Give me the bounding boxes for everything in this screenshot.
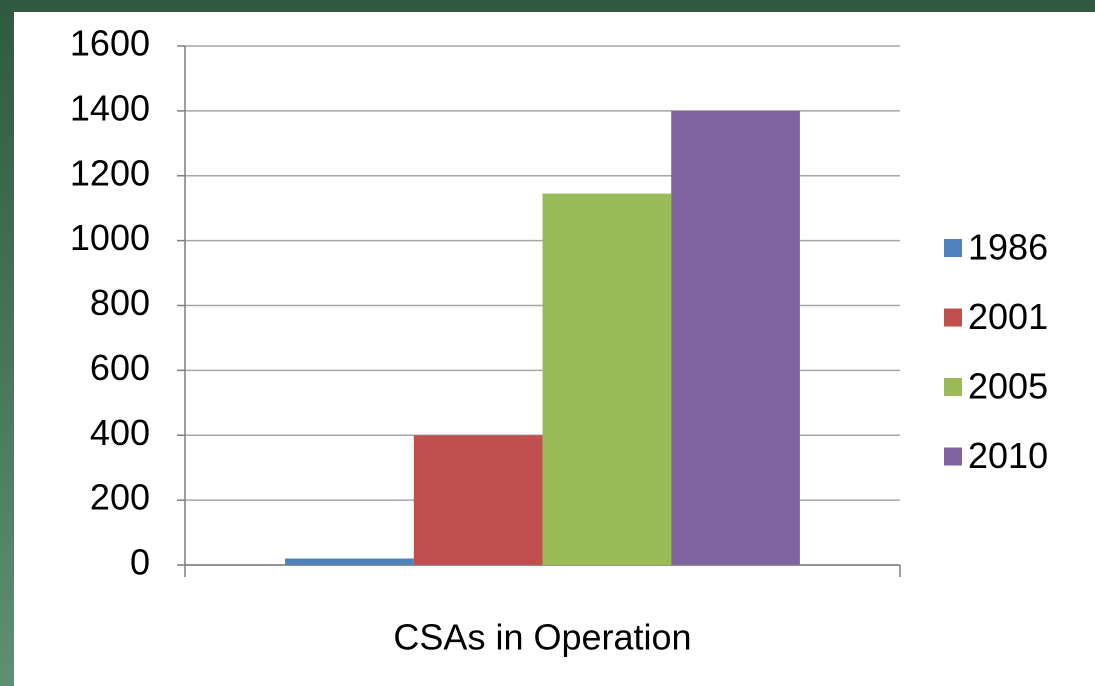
y-tick-label: 1400	[70, 87, 150, 128]
bar	[413, 435, 543, 565]
y-tick-label: 200	[90, 477, 150, 518]
legend-label: 2005	[968, 366, 1048, 407]
x-tick-label: CSAs in Operation	[393, 617, 691, 658]
legend-label: 2010	[968, 435, 1048, 476]
bar	[542, 193, 672, 565]
bar	[285, 558, 414, 565]
legend-swatch	[944, 239, 962, 257]
legend-swatch	[944, 447, 962, 466]
bar	[671, 110, 800, 565]
legend-swatch	[944, 308, 962, 327]
y-tick-label: 400	[90, 412, 150, 453]
y-tick-label: 0	[130, 542, 150, 583]
legend-label: 2001	[968, 296, 1048, 337]
y-tick-label: 600	[90, 347, 150, 388]
y-tick-label: 800	[90, 282, 150, 323]
y-tick-label: 1000	[70, 217, 150, 258]
legend-label: 1986	[968, 227, 1048, 268]
y-tick-label: 1200	[70, 152, 150, 193]
legend-swatch	[944, 378, 962, 396]
y-tick-label: 1600	[70, 23, 150, 64]
